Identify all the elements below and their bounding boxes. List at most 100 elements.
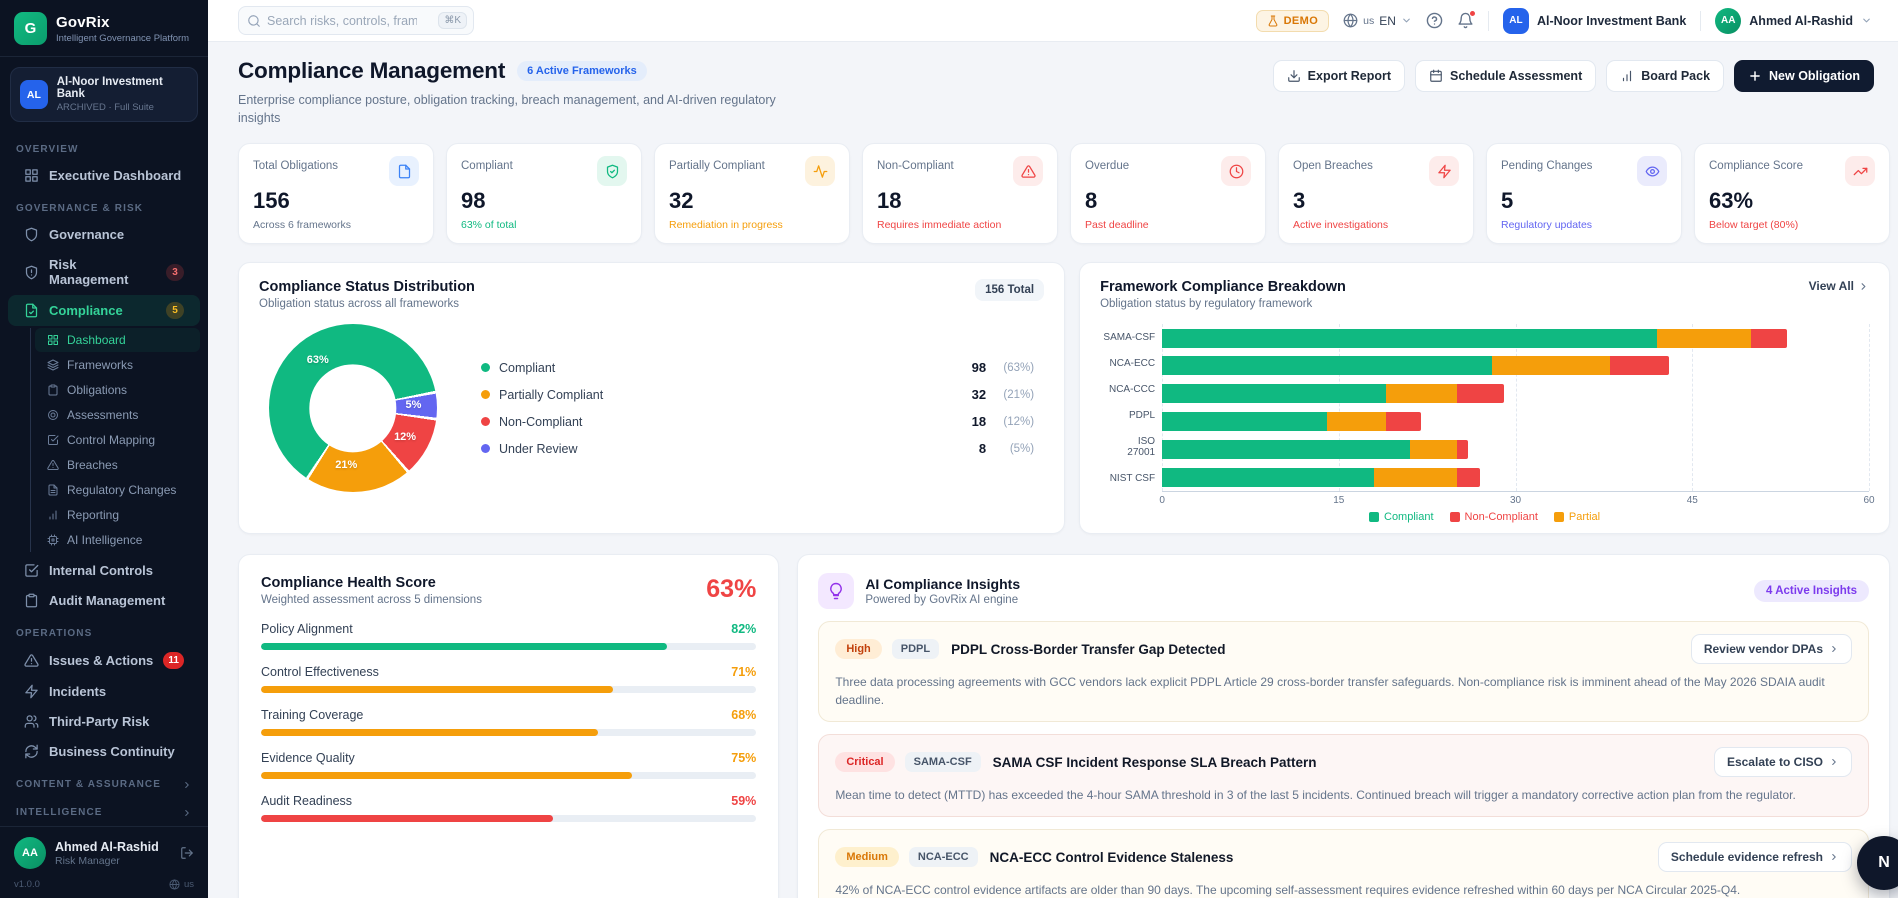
sidebar-subitem-dashboard[interactable]: Dashboard (35, 328, 200, 352)
export-report-button[interactable]: Export Report (1272, 60, 1405, 92)
bar-iso-27001 (1162, 439, 1869, 459)
floating-action-button[interactable]: N (1857, 836, 1898, 890)
health-row-control-effectiveness: Control Effectiveness 71% (261, 665, 757, 694)
insight-description: Three data processing agreements with GC… (835, 675, 1825, 708)
topbar-user-menu[interactable]: AA Ahmed Al-Rashid (1715, 7, 1872, 34)
health-row-evidence-quality: Evidence Quality 75% (261, 751, 757, 780)
divider (1487, 10, 1489, 31)
sidebar-item-label: Issues & Actions (49, 653, 154, 668)
org-name: Al-Noor Investment Bank (56, 76, 163, 100)
subitem-label: Regulatory Changes (67, 483, 177, 497)
sidebar-item-third-party-risk[interactable]: Third-Party Risk (8, 707, 200, 736)
page-header: Compliance Management 6 Active Framework… (238, 58, 1890, 127)
chevron-right-icon (1829, 757, 1839, 767)
active-insights-badge: 4 Active Insights (1754, 580, 1869, 603)
framework-tag: PDPL (891, 639, 940, 660)
app-version: v1.0.0 (14, 879, 40, 890)
org-avatar: AL (20, 80, 48, 109)
escalate-to-ciso-button[interactable]: Escalate to CISO (1713, 747, 1852, 778)
trend-up-icon (1845, 156, 1875, 187)
sidebar-subitem-obligations[interactable]: Obligations (35, 378, 200, 402)
page-subtitle: Enterprise compliance posture, obligatio… (238, 93, 776, 126)
subitem-label: Breaches (67, 458, 118, 472)
new-obligation-button[interactable]: New Obligation (1734, 60, 1874, 92)
health-subtitle: Weighted assessment across 5 dimensions (261, 594, 482, 607)
sidebar-item-issues-actions[interactable]: Issues & Actions 11 (8, 645, 200, 676)
region-label: us (1363, 14, 1375, 27)
insight-description: Mean time to detect (MTTD) has exceeded … (835, 788, 1796, 803)
sidebar-item-internal-controls[interactable]: Internal Controls (8, 556, 200, 585)
sidebar-subitem-control-mapping[interactable]: Control Mapping (35, 428, 200, 452)
search-input[interactable] (267, 13, 417, 28)
subitem-label: Reporting (67, 508, 120, 522)
stat-card-compliant: Compliant 98 63% of total (446, 143, 642, 245)
sidebar-item-business-continuity[interactable]: Business Continuity (8, 737, 200, 766)
help-button[interactable] (1426, 12, 1443, 29)
sidebar-subitem-breaches[interactable]: Breaches (35, 453, 200, 477)
sidebar-subitem-regulatory-changes[interactable]: Regulatory Changes (35, 478, 200, 502)
sidebar-nav: OVERVIEW Executive Dashboard GOVERNANCE … (0, 126, 208, 826)
sidebar-subitem-reporting[interactable]: Reporting (35, 503, 200, 527)
legend-item-non-compliant: Non-Compliant 18 (12%) (481, 408, 1034, 435)
clipboard-icon (47, 384, 59, 396)
topbar-user-name: Ahmed Al-Rashid (1749, 13, 1853, 28)
bar-chart-legend: Compliant Non-Compliant Partial (1100, 511, 1869, 523)
sidebar-item-compliance[interactable]: Compliance 5 (8, 295, 200, 326)
nav-section-intelligence[interactable]: INTELLIGENCE (0, 795, 208, 823)
brand: G GovRix Intelligent Governance Platform (0, 0, 208, 57)
ai-insights-card: AI Compliance Insights Powered by GovRix… (797, 554, 1890, 898)
sidebar-item-incidents[interactable]: Incidents (8, 677, 200, 706)
check-square-icon (24, 563, 39, 578)
page-title: Compliance Management (238, 58, 506, 83)
alert-triangle-icon (47, 459, 59, 471)
flask-icon (1267, 15, 1279, 27)
org-meta: ARCHIVED · Full Suite (56, 102, 154, 113)
alert-triangle-icon (1013, 156, 1043, 187)
legend-item-compliant: Compliant 98 (63%) (481, 354, 1034, 381)
review-vendor-dpas-button[interactable]: Review vendor DPAs (1690, 634, 1852, 665)
chevron-right-icon (1858, 281, 1869, 292)
sidebar-item-risk-management[interactable]: Risk Management 3 (8, 250, 200, 294)
nav-section-content-assurance[interactable]: CONTENT & ASSURANCE (0, 767, 208, 795)
schedule-evidence-refresh-button[interactable]: Schedule evidence refresh (1657, 842, 1852, 873)
locale-indicator[interactable]: us (169, 879, 194, 890)
sidebar-item-governance[interactable]: Governance (8, 220, 200, 249)
insight-title: PDPL Cross-Border Transfer Gap Detected (951, 641, 1226, 657)
file-text-icon (47, 484, 59, 496)
sidebar-item-label: Compliance (49, 303, 123, 318)
insight-title: SAMA CSF Incident Response SLA Breach Pa… (992, 754, 1317, 770)
sidebar-subitem-assessments[interactable]: Assessments (35, 403, 200, 427)
sidebar-item-audit-management[interactable]: Audit Management (8, 586, 200, 615)
search-icon (247, 14, 261, 28)
topbar-org[interactable]: AL Al-Noor Investment Bank (1502, 7, 1686, 34)
user-name: Ahmed Al-Rashid (55, 839, 159, 854)
bar-sama-csf (1162, 328, 1869, 348)
donut-label: 63% (306, 353, 329, 366)
divider (1700, 10, 1702, 31)
framework-bar-chart: SAMA-CSF NCA-ECC NCA-CCC PDPL ISO 27001 … (1100, 324, 1870, 493)
logout-button[interactable] (180, 846, 194, 860)
framework-tag: SAMA-CSF (904, 752, 981, 773)
org-switcher[interactable]: AL Al-Noor Investment Bank ARCHIVED · Fu… (10, 67, 198, 122)
insight-description: 42% of NCA-ECC control evidence artifact… (835, 883, 1741, 898)
globe-icon (1343, 13, 1358, 28)
sidebar-subitem-ai-intelligence[interactable]: AI Intelligence (35, 528, 200, 552)
bar-nca-ecc (1162, 356, 1869, 376)
shield-check-icon (597, 156, 627, 187)
framework-tag: NCA-ECC (908, 847, 978, 868)
schedule-assessment-button[interactable]: Schedule Assessment (1415, 60, 1597, 92)
view-all-link[interactable]: View All (1809, 279, 1869, 293)
subitem-label: Assessments (67, 408, 139, 422)
board-pack-button[interactable]: Board Pack (1606, 60, 1725, 92)
global-search[interactable]: ⌘K (238, 6, 474, 35)
donut-hole (309, 364, 397, 452)
bar-nist-csf (1162, 467, 1869, 487)
sidebar-item-executive-dashboard[interactable]: Executive Dashboard (8, 161, 200, 190)
sidebar-subitem-frameworks[interactable]: Frameworks (35, 353, 200, 377)
stats-row: Total Obligations 156 Across 6 framework… (238, 143, 1890, 245)
bar-nca-ccc (1162, 384, 1869, 404)
language-switcher[interactable]: us EN (1343, 13, 1412, 28)
compliance-subnav: Dashboard Frameworks Obligations Assessm… (30, 328, 208, 552)
notifications-button[interactable] (1457, 10, 1476, 29)
